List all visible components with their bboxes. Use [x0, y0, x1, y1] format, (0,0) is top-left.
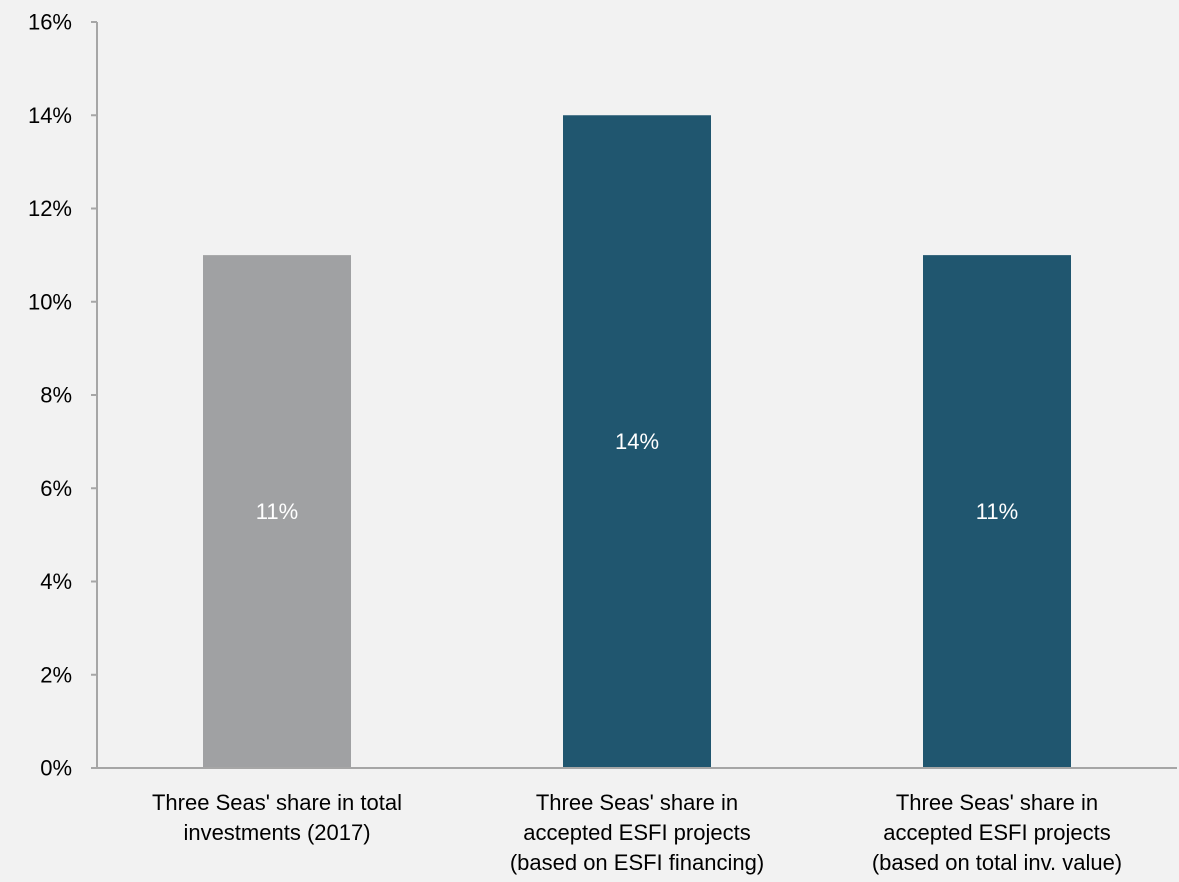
category-label-line: Three Seas' share in: [896, 790, 1098, 815]
y-axis-ticks: 0% 2% 4% 6% 8% 10% 12% 14% 16%: [28, 10, 97, 781]
y-tick-label: 10%: [28, 289, 72, 314]
data-label: 11%: [256, 499, 298, 524]
category-label-line: investments (2017): [183, 820, 370, 845]
y-tick-label: 16%: [28, 10, 72, 35]
category-label: Three Seas' share in accepted ESFI projec…: [872, 790, 1122, 875]
y-tick-label: 6%: [40, 476, 72, 501]
y-tick-label: 14%: [28, 103, 72, 128]
bar: [923, 255, 1071, 768]
y-tick-label: 0%: [40, 756, 72, 781]
y-tick-label: 12%: [28, 196, 72, 221]
category-label-line: accepted ESFI projects: [523, 820, 750, 845]
data-labels-group: 11% 14% 11%: [256, 429, 1018, 524]
category-label-line: (based on ESFI financing): [510, 850, 764, 875]
bar: [563, 115, 711, 768]
category-labels-group: Three Seas' share in total investments (2…: [152, 790, 1122, 875]
category-label: Three Seas' share in accepted ESFI projec…: [510, 790, 764, 875]
data-label: 14%: [615, 429, 659, 454]
y-tick-label: 2%: [40, 662, 72, 687]
bars-group: [203, 115, 1071, 768]
category-label-line: Three Seas' share in total: [152, 790, 402, 815]
category-label-line: accepted ESFI projects: [883, 820, 1110, 845]
data-label: 11%: [976, 499, 1018, 524]
category-label: Three Seas' share in total investments (2…: [152, 790, 402, 845]
bar: [203, 255, 351, 768]
y-tick-label: 8%: [40, 383, 72, 408]
y-tick-label: 4%: [40, 569, 72, 594]
category-label-line: (based on total inv. value): [872, 850, 1122, 875]
category-label-line: Three Seas' share in: [536, 790, 738, 815]
